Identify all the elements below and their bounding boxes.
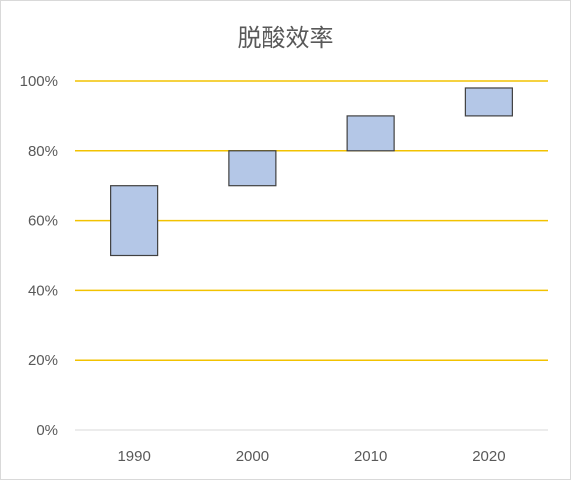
chart-title: 脱酸效率: [237, 24, 334, 52]
floating-bar: [228, 150, 277, 187]
y-tick-label: 40%: [28, 282, 58, 299]
floating-bar: [346, 115, 395, 152]
y-tick-label: 20%: [28, 352, 58, 369]
x-tick-label: 2010: [354, 448, 387, 465]
y-tick-label: 100%: [20, 73, 58, 90]
floating-bar: [110, 185, 159, 257]
x-tick-label: 1990: [117, 448, 150, 465]
x-tick-label: 2000: [236, 448, 269, 465]
floating-bar: [464, 87, 513, 117]
x-tick-label: 2020: [472, 448, 505, 465]
y-tick-label: 60%: [28, 213, 58, 230]
y-tick-label: 80%: [28, 143, 58, 160]
y-tick-label: 0%: [36, 422, 58, 439]
